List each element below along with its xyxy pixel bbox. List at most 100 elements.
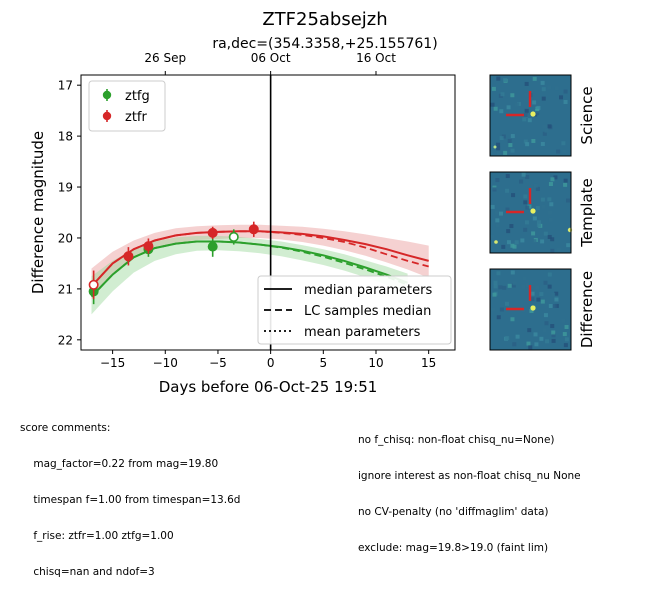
cutout-frame	[489, 74, 572, 157]
comments-heading: score comments:	[20, 422, 111, 434]
cutout-noise	[525, 175, 530, 180]
cutout-source	[530, 305, 536, 311]
cutout-noise	[527, 204, 532, 209]
cutout-noise	[493, 280, 498, 285]
cutout-noise	[534, 342, 539, 347]
cutout-noise	[535, 108, 540, 113]
cutout-label: Template	[578, 178, 596, 247]
cutout-noise	[535, 186, 540, 191]
cutout-noise	[554, 303, 559, 308]
cutout-noise	[532, 216, 537, 221]
cutout-noise	[532, 239, 537, 244]
cutout-noise	[540, 80, 545, 85]
cutout-noise	[490, 204, 495, 209]
cutout-noise	[535, 111, 540, 116]
cutout-noise	[520, 238, 525, 243]
cutout-source	[530, 208, 536, 214]
cutout-noise	[564, 337, 569, 342]
cutout-noise	[561, 318, 566, 323]
cutout-noise	[544, 321, 549, 326]
ztfr-point	[123, 251, 134, 262]
cutout-noise	[493, 106, 498, 111]
x-tick-label: 0	[267, 356, 275, 370]
cutout-noise	[551, 330, 556, 335]
ztfr-point	[88, 279, 99, 290]
cutout-noise	[540, 239, 545, 244]
cutout-noise	[511, 193, 516, 198]
cutout-noise	[544, 128, 549, 133]
cutout-noise	[536, 223, 541, 228]
cutout-noise	[528, 345, 533, 350]
cutout-noise	[536, 105, 541, 110]
cutout-frame	[489, 171, 572, 254]
cutout-noise	[499, 307, 504, 312]
cutout-noise	[562, 149, 567, 154]
cutout-noise	[496, 76, 501, 81]
cutout-science: Science	[489, 74, 596, 157]
cutout-noise	[490, 234, 495, 239]
cutout-noise	[507, 138, 512, 143]
cutout-noise	[543, 231, 548, 236]
cutout-noise	[539, 292, 544, 297]
cutout-source	[567, 227, 573, 233]
cutout-noise	[523, 139, 528, 144]
cutout-noise	[541, 96, 546, 101]
cutout-noise	[551, 338, 556, 343]
cutout-noise	[505, 188, 510, 193]
cutout-noise	[530, 297, 535, 302]
ztfr-point	[143, 241, 154, 252]
cutout-noise	[523, 227, 528, 232]
cutout-noise	[535, 206, 540, 211]
cutout-noise	[526, 93, 531, 98]
cutout-noise	[495, 223, 500, 228]
cutout-noise	[533, 183, 538, 188]
cutout-noise	[562, 332, 567, 337]
cutout-difference: Difference	[489, 268, 596, 351]
cutout-noise	[504, 301, 509, 306]
cutout-noise	[495, 218, 500, 223]
cutout-noise	[523, 194, 528, 199]
cutout-noise	[561, 141, 566, 146]
cutout-noise	[496, 146, 501, 151]
ztfr-point	[248, 224, 259, 235]
cutout-noise	[547, 210, 552, 215]
cutout-noise	[496, 142, 501, 147]
cutout-noise	[542, 124, 547, 129]
cutout-noise	[510, 270, 515, 275]
cutout-noise	[550, 324, 555, 329]
cutout-noise	[499, 109, 504, 114]
cutout-noise	[493, 284, 498, 289]
cutout-noise	[496, 151, 501, 156]
cutout-noise	[552, 304, 557, 309]
cutout-noise	[503, 150, 508, 155]
cutout-noise	[550, 237, 555, 242]
cutout-noise	[517, 101, 522, 106]
ztfg-point	[207, 241, 218, 252]
y-tick-label: 18	[58, 130, 73, 144]
cutout-noise	[547, 124, 552, 129]
cutout-noise	[563, 343, 568, 348]
cutout-noise	[540, 141, 545, 146]
cutout-noise	[496, 271, 501, 276]
cutout-noise	[556, 149, 561, 154]
cutout-noise	[502, 77, 507, 82]
cutout-noise	[563, 178, 568, 183]
legend-label: mean parameters	[304, 325, 421, 340]
cutout-noise	[522, 117, 527, 122]
comment-line: exclude: mag=19.8>19.0 (faint lim)	[358, 542, 549, 554]
cutout-noise	[499, 136, 504, 141]
comment-line: ignore interest as non-float chisq_nu No…	[358, 470, 581, 482]
cutout-noise	[506, 229, 511, 234]
cutout-noise	[524, 220, 529, 225]
cutout-noise	[507, 283, 512, 288]
x-tick-label: −5	[209, 356, 227, 370]
cutout-noise	[514, 240, 519, 245]
cutout-noise	[540, 299, 545, 304]
cutout-noise	[505, 207, 510, 212]
cutout-noise	[524, 81, 529, 86]
cutout-noise	[564, 325, 569, 330]
legend-label: ztfr	[125, 110, 147, 125]
cutout-noise	[509, 224, 514, 229]
score-comments-right: no f_chisq: non-float chisq_nu=None) ign…	[358, 410, 581, 566]
x-tick-label: 10	[368, 356, 383, 370]
